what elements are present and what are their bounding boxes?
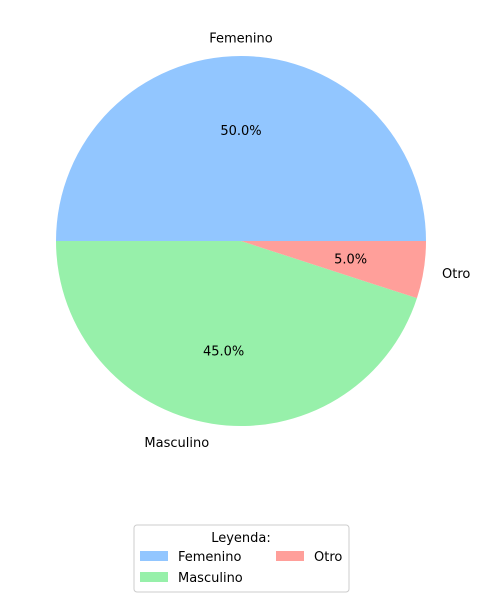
legend-entries: Femenino Masculino Otro — [140, 550, 342, 586]
legend: Leyenda: Femenino Masculino Otro — [133, 524, 350, 593]
legend-swatch-otro — [276, 551, 304, 561]
legend-label-otro: Otro — [314, 550, 342, 565]
pct-label-masculino: 45.0% — [203, 345, 244, 360]
legend-swatch-femenino — [140, 551, 168, 561]
slice-label-otro: Otro — [442, 267, 470, 282]
pie-labels: 50.0% Femenino 45.0% Masculino 5.0% Otro — [144, 32, 470, 451]
slice-label-femenino: Femenino — [209, 32, 273, 47]
legend-label-masculino: Masculino — [178, 571, 243, 586]
legend-label-femenino: Femenino — [178, 550, 242, 565]
pct-label-otro: 5.0% — [334, 252, 367, 267]
pct-label-femenino: 50.0% — [220, 124, 261, 139]
slice-label-masculino: Masculino — [144, 436, 209, 451]
legend-title: Leyenda: — [211, 531, 271, 546]
pie-slices — [56, 56, 426, 427]
legend-frame — [133, 524, 350, 593]
pie-slice-otro — [241, 241, 426, 299]
pie-slice-femenino — [56, 56, 426, 241]
legend-swatch-masculino — [140, 572, 168, 582]
pie-slice-masculino — [56, 241, 417, 427]
